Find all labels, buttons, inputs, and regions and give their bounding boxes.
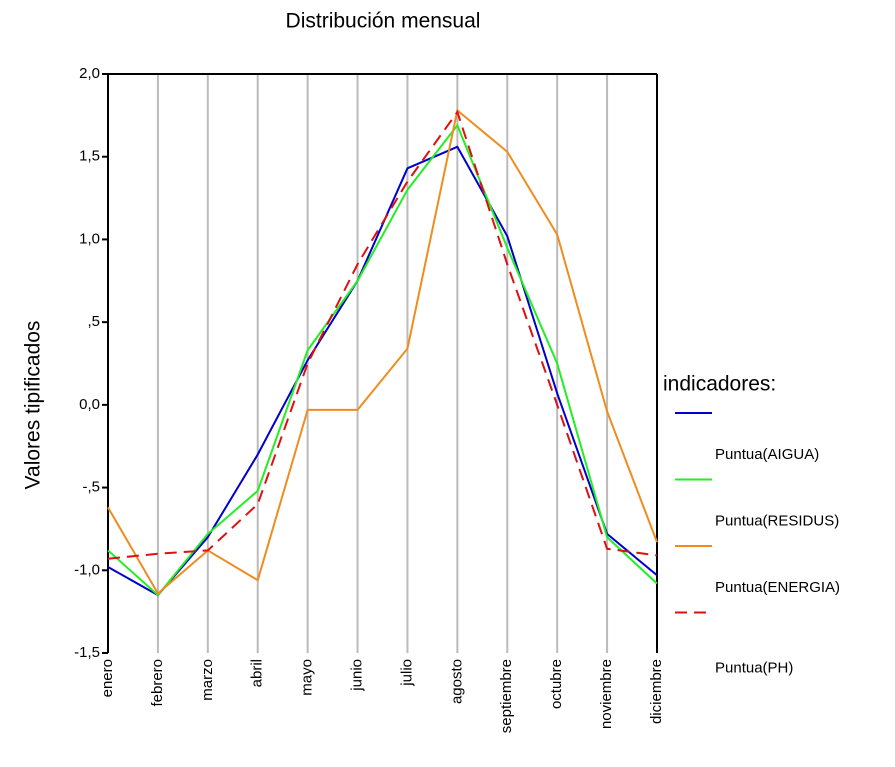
x-tick-label: febrero (149, 659, 166, 707)
legend-label: Puntua(RESIDUS) (715, 512, 839, 529)
y-tick-label: 2,0 (79, 65, 100, 82)
x-tick-label: marzo (199, 659, 216, 701)
x-tick-label: julio (398, 659, 415, 687)
y-tick-label: -1,0 (74, 561, 100, 578)
legend-label: Puntua(PH) (715, 659, 793, 676)
chart-title: Distribución mensual (286, 10, 481, 33)
y-axis-label: Valores tipificados (22, 321, 45, 490)
y-tick-label: -1,5 (74, 644, 100, 661)
x-tick-label: noviembre (598, 659, 615, 729)
series-line (107, 145, 658, 597)
y-tick-label: ,5 (87, 313, 100, 330)
legend-label: Puntua(AIGUA) (715, 446, 819, 463)
y-tick-label: 1,0 (79, 230, 100, 247)
x-tick-label: octubre (548, 659, 565, 709)
legend-label: Puntua(ENERGIA) (715, 579, 840, 596)
y-tick-label: -,5 (82, 479, 100, 496)
series-line (107, 109, 658, 560)
x-tick-label: agosto (448, 659, 465, 704)
x-tick-label: enero (99, 659, 116, 697)
x-tick-label: junio (349, 659, 366, 692)
series-line (107, 123, 658, 597)
x-tick-label: diciembre (648, 659, 665, 724)
y-tick-label: 1,5 (79, 148, 100, 165)
series-line (107, 108, 658, 595)
x-tick-label: abril (249, 659, 266, 687)
x-tick-label: mayo (299, 659, 316, 696)
y-tick-label: 0,0 (79, 396, 100, 413)
legend-title: indicadores: (663, 373, 776, 396)
x-tick-label: septiembre (498, 659, 515, 733)
